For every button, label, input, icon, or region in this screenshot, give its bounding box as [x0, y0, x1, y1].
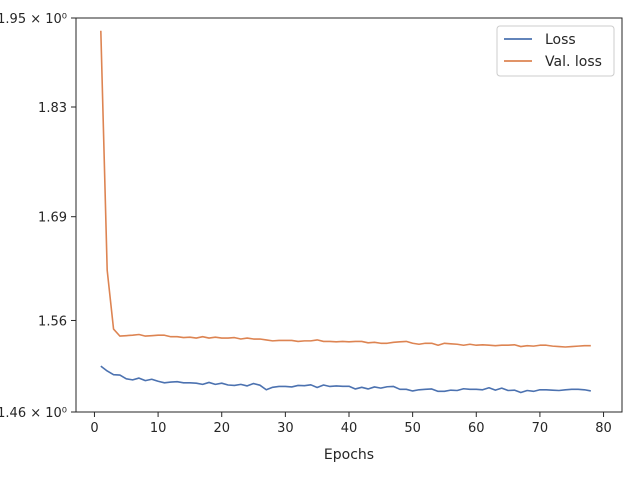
x-tick-label: 10: [150, 421, 167, 436]
y-tick-label: 1.95 × 10⁰: [0, 12, 67, 27]
x-tick-label: 0: [90, 421, 98, 436]
x-tick-label: 50: [404, 421, 421, 436]
series-layer: [100, 30, 591, 394]
x-tick-label: 30: [277, 421, 294, 436]
legend-label: Val. loss: [545, 54, 602, 70]
series-line-loss: [100, 365, 591, 394]
plot-frame: [75, 17, 623, 413]
x-axis-label: Epochs: [324, 447, 374, 463]
x-tick-label: 70: [532, 421, 549, 436]
x-tick-label: 60: [468, 421, 485, 436]
x-tick-label: 40: [341, 421, 358, 436]
x-axis-ticks: 0 10 20 30 40 50 60 70 80: [90, 412, 612, 436]
y-tick-label: 1.46 × 10⁰: [0, 406, 67, 421]
y-axis-ticks: 1.46 × 10⁰ 1.56 1.69 1.83 1.95 × 10⁰: [0, 12, 76, 421]
y-tick-label: 1.83: [38, 101, 67, 116]
plot-area: [75, 17, 623, 413]
legend-label: Loss: [545, 32, 576, 48]
series-line-val-loss: [100, 30, 591, 348]
x-tick-label: 80: [595, 421, 612, 436]
legend: Loss Val. loss: [496, 25, 615, 77]
x-tick-label: 20: [213, 421, 230, 436]
y-tick-label: 1.56: [38, 314, 67, 329]
y-tick-label: 1.69: [38, 211, 67, 226]
